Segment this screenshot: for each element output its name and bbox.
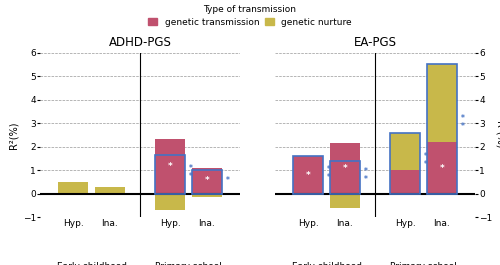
Text: *
*: * *	[327, 165, 331, 182]
Text: *: *	[342, 164, 347, 173]
Bar	[293, 156, 324, 194]
Bar	[390, 133, 420, 194]
Bar	[155, 139, 186, 194]
Bar	[390, 170, 420, 194]
Bar	[293, 156, 324, 194]
Bar	[426, 142, 457, 194]
Bar	[94, 187, 125, 194]
Bar	[58, 182, 88, 194]
Bar	[330, 143, 360, 194]
Y-axis label: R²(%): R²(%)	[8, 121, 18, 149]
Bar	[330, 161, 360, 194]
Bar	[155, 194, 186, 210]
Bar	[192, 194, 222, 197]
Bar	[426, 64, 457, 194]
Bar	[330, 194, 360, 208]
Text: *
*: * *	[189, 164, 193, 181]
Legend: genetic transmission, genetic nurture: genetic transmission, genetic nurture	[146, 2, 354, 30]
Text: *: *	[226, 176, 230, 186]
Text: Early childhood: Early childhood	[56, 262, 126, 265]
Title: ADHD-PGS: ADHD-PGS	[108, 36, 172, 49]
Y-axis label: R²(%): R²(%)	[495, 121, 500, 149]
Text: *: *	[306, 171, 310, 180]
Text: *
*: * *	[460, 114, 464, 131]
Text: *: *	[204, 176, 209, 186]
Bar	[155, 155, 186, 194]
Text: *
*: * *	[424, 152, 428, 169]
Bar	[426, 64, 457, 142]
Text: *: *	[168, 162, 172, 171]
Bar	[192, 168, 222, 194]
Bar	[390, 133, 420, 170]
Text: *
*: * *	[364, 167, 368, 184]
Text: Primary school: Primary school	[155, 262, 222, 265]
Text: Early childhood: Early childhood	[292, 262, 362, 265]
Text: Primary school: Primary school	[390, 262, 457, 265]
Text: *: *	[440, 164, 444, 173]
Title: EA-PGS: EA-PGS	[354, 36, 397, 49]
Bar	[192, 170, 222, 194]
